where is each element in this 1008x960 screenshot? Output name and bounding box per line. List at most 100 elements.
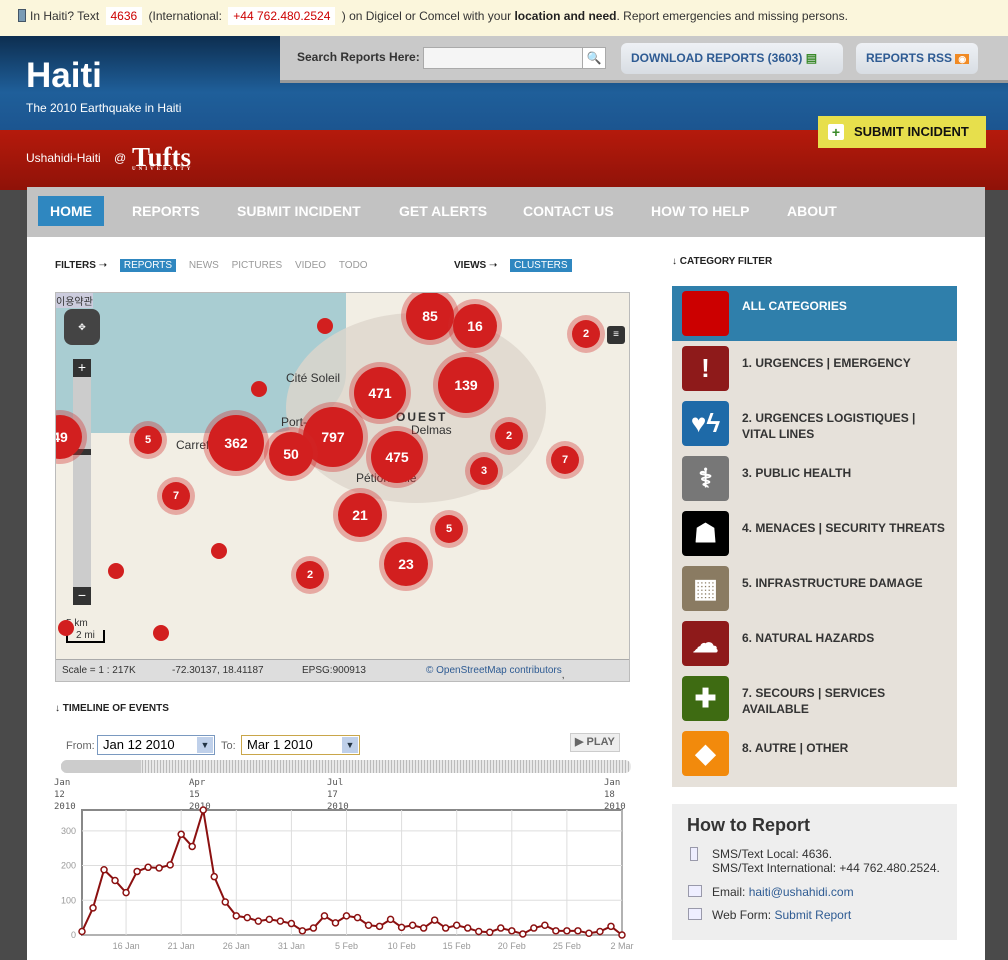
building-icon: ▦ xyxy=(682,566,729,611)
nav-how-to-help[interactable]: HOW TO HELP xyxy=(651,203,750,219)
map-cluster[interactable]: 50 xyxy=(269,432,313,476)
reports-rss-button[interactable]: REPORTS RSS ◉ xyxy=(856,43,978,74)
map-cluster[interactable]: 139 xyxy=(438,357,494,413)
map-cluster[interactable]: 471 xyxy=(354,367,406,419)
map-report-marker[interactable] xyxy=(317,318,333,334)
download-reports-button[interactable]: DOWNLOAD REPORTS (3603) ▤ xyxy=(621,43,843,74)
nav-reports[interactable]: REPORTS xyxy=(132,203,200,219)
map-cluster[interactable]: 7 xyxy=(162,482,190,510)
submit-report-link[interactable]: Submit Report xyxy=(774,908,852,922)
category-item[interactable]: ◆ 8. AUTRE | OTHER xyxy=(672,726,957,781)
y-tick-label: 100 xyxy=(61,895,76,905)
map-cluster[interactable]: 5 xyxy=(134,426,162,454)
email-link[interactable]: haiti@ushahidi.com xyxy=(748,885,854,899)
timeline-title: TIMELINE OF EVENTS xyxy=(62,703,169,714)
x-tick-label: 5 Feb xyxy=(335,941,358,951)
scale-mi: 2 mi xyxy=(66,630,105,643)
filter-reports[interactable]: REPORTS xyxy=(119,259,177,272)
category-item[interactable]: ALL CATEGORIES xyxy=(672,286,957,341)
square-icon xyxy=(682,291,729,336)
map-report-marker[interactable] xyxy=(251,381,267,397)
search-input[interactable] xyxy=(423,47,583,69)
data-point xyxy=(276,917,285,925)
nav-submit-incident[interactable]: SUBMIT INCIDENT xyxy=(237,203,361,219)
nav-home[interactable]: HOME xyxy=(38,196,104,226)
map-cluster[interactable]: 23 xyxy=(384,542,428,586)
site-title[interactable]: Haiti xyxy=(26,56,102,95)
masked-person-icon: ☗ xyxy=(682,511,729,556)
map-cluster[interactable]: 16 xyxy=(453,304,497,348)
timeline-slider[interactable] xyxy=(61,760,631,773)
y-tick-label: 0 xyxy=(71,930,76,940)
data-point xyxy=(320,912,329,920)
spreadsheet-icon: ▤ xyxy=(805,51,818,65)
category-label: 6. NATURAL HAZARDS xyxy=(742,631,875,645)
slider-date-label: Jan 18 2010 xyxy=(604,778,626,812)
filter-news[interactable]: NEWS xyxy=(188,260,219,271)
nav-about[interactable]: ABOUT xyxy=(787,203,837,219)
map-report-marker[interactable] xyxy=(211,543,227,559)
layers-icon[interactable]: ≡ xyxy=(607,326,625,344)
data-point xyxy=(210,872,218,881)
category-item[interactable]: ☗ 4. MENACES | SECURITY THREATS xyxy=(672,506,957,561)
slider-date-label: Jan 12 2010 xyxy=(54,778,76,812)
map-cluster[interactable]: 2 xyxy=(296,561,324,589)
zoom-out-button[interactable]: − xyxy=(73,587,91,605)
map-cluster[interactable]: 7 xyxy=(551,446,579,474)
view-clusters[interactable]: CLUSTERS xyxy=(510,259,572,272)
map-report-marker[interactable] xyxy=(58,620,74,636)
map-cluster[interactable]: 475 xyxy=(371,431,423,483)
to-value: Mar 1 2010 xyxy=(247,737,313,752)
at-sign: @ xyxy=(114,151,127,165)
submit-incident-button[interactable]: + SUBMIT INCIDENT xyxy=(818,116,986,148)
data-point xyxy=(452,921,461,930)
category-item[interactable]: ⚕ 3. PUBLIC HEALTH xyxy=(672,451,957,506)
category-item[interactable]: ! 1. URGENCES | EMERGENCY xyxy=(672,341,957,396)
map-cluster[interactable]: 2 xyxy=(572,320,600,348)
map-cluster[interactable]: 21 xyxy=(338,493,382,537)
zoom-slider[interactable]: + − xyxy=(73,359,91,605)
map-cluster[interactable]: 362 xyxy=(208,415,264,471)
tufts-logo[interactable]: Tufts UNIVERSITY xyxy=(132,142,193,172)
data-point xyxy=(375,922,384,931)
play-button[interactable]: ▶ PLAY xyxy=(570,733,620,752)
filter-pictures[interactable]: PICTURES xyxy=(231,260,283,271)
from-date-select[interactable]: Jan 12 2010 ▼ xyxy=(97,735,215,755)
map-cluster[interactable]: 797 xyxy=(303,407,363,467)
search-button[interactable]: 🔍 xyxy=(582,47,606,69)
map-report-marker[interactable] xyxy=(153,625,169,641)
map-terms-link[interactable]: 이용약관 xyxy=(56,293,93,308)
x-tick-label: 2 Mar xyxy=(610,941,633,951)
alert-text: ) on Digicel or Comcel with your xyxy=(341,9,512,23)
data-point xyxy=(541,921,549,930)
category-item[interactable]: ✚ 7. SECOURS | SERVICES AVAILABLE xyxy=(672,671,957,726)
data-point xyxy=(122,888,130,897)
nav-contact-us[interactable]: CONTACT US xyxy=(523,203,614,219)
map-report-marker[interactable] xyxy=(108,563,124,579)
plus-icon: + xyxy=(828,124,844,140)
map-cluster[interactable]: 85 xyxy=(406,293,454,340)
osm-link[interactable]: © OpenStreetMap contributors xyxy=(426,665,562,676)
pan-control[interactable]: ✥ xyxy=(64,309,100,345)
category-item[interactable]: ▦ 5. INFRASTRUCTURE DAMAGE xyxy=(672,561,957,616)
nav-get-alerts[interactable]: GET ALERTS xyxy=(399,203,488,219)
zoom-in-button[interactable]: + xyxy=(73,359,91,377)
play-label: PLAY xyxy=(586,736,615,748)
map-cluster[interactable]: 2 xyxy=(495,422,523,450)
data-point xyxy=(474,927,483,936)
to-date-select[interactable]: Mar 1 2010 ▼ xyxy=(241,735,360,755)
filter-video[interactable]: VIDEO xyxy=(294,260,327,271)
map-cluster[interactable]: 3 xyxy=(470,457,498,485)
how-title: How to Report xyxy=(687,815,810,835)
category-item[interactable]: ♥ϟ 2. URGENCES LOGISTIQUES | VITAL LINES xyxy=(672,396,957,451)
filter-todo[interactable]: TODO xyxy=(338,260,368,271)
search-panel: Search Reports Here: 🔍 DOWNLOAD REPORTS … xyxy=(280,36,1008,83)
download-label: DOWNLOAD REPORTS (3603) xyxy=(631,51,803,65)
category-label: ALL CATEGORIES xyxy=(742,299,847,313)
map-cluster[interactable]: 5 xyxy=(435,515,463,543)
map[interactable]: 이용약관 Cité Soleil Port-au-Prince OUEST De… xyxy=(55,292,630,682)
category-item[interactable]: ☁ 6. NATURAL HAZARDS xyxy=(672,616,957,671)
from-label: From: xyxy=(66,740,95,752)
data-point xyxy=(155,864,163,872)
zoom-handle[interactable] xyxy=(73,449,91,455)
